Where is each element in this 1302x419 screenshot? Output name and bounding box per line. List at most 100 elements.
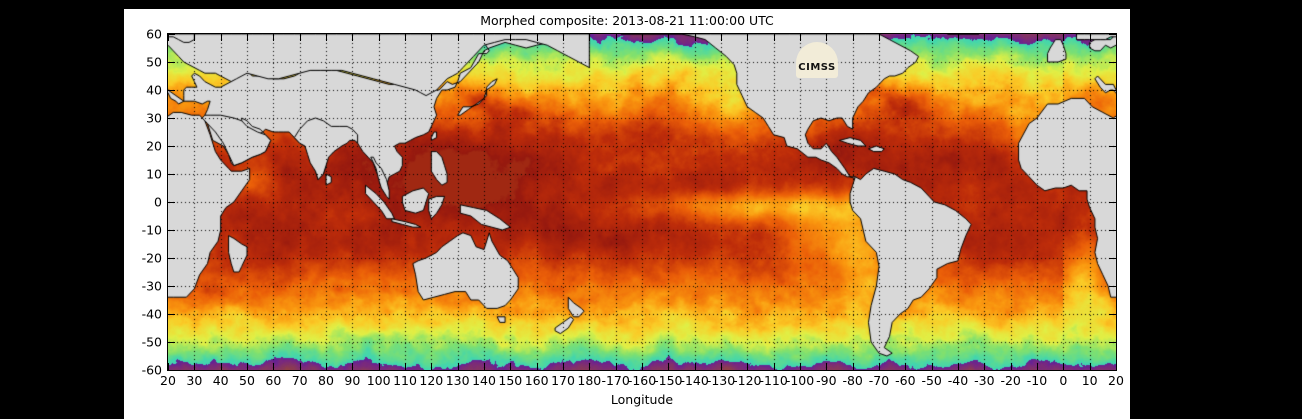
x-tick	[1089, 363, 1091, 370]
y-tick-right	[1109, 34, 1116, 35]
x-tick-label: 130	[445, 373, 470, 388]
x-tick-label: -40	[947, 373, 969, 388]
x-tick	[958, 363, 959, 370]
x-tick-label: 100	[366, 373, 391, 388]
x-tick	[352, 363, 354, 370]
y-tick	[168, 314, 175, 315]
x-tick-top	[484, 34, 485, 41]
x-tick	[642, 363, 643, 370]
x-tick	[536, 363, 538, 370]
x-tick-top	[826, 34, 828, 41]
y-tick-label: 0	[154, 194, 162, 210]
y-tick	[168, 90, 175, 91]
x-tick-top	[352, 34, 354, 41]
y-tick-label: -30	[141, 278, 162, 294]
y-tick-label: -10	[141, 222, 162, 238]
x-tick-top	[958, 34, 959, 41]
x-tick-label: -140	[680, 373, 709, 388]
x-tick-top	[721, 34, 722, 41]
y-tick-right	[1109, 258, 1116, 259]
y-tick	[168, 258, 175, 259]
x-tick	[615, 363, 617, 370]
x-tick-top	[905, 34, 907, 41]
x-tick-label: -50	[921, 373, 942, 388]
x-tick	[273, 363, 275, 370]
x-tick-top	[220, 34, 222, 41]
y-tick	[168, 62, 175, 63]
x-tick-label: -30	[974, 373, 995, 388]
y-tick-label: 10	[146, 166, 162, 182]
x-tick-label: 30	[186, 373, 203, 388]
x-tick-top	[589, 34, 591, 41]
x-tick-top	[1063, 34, 1065, 41]
x-tick	[510, 363, 512, 370]
y-tick	[168, 202, 175, 203]
x-tick	[457, 363, 459, 370]
x-tick-label: 80	[318, 373, 334, 388]
x-tick-label: 20	[160, 373, 176, 388]
y-tick	[168, 34, 175, 35]
x-tick	[194, 363, 196, 370]
y-tick-right	[1109, 202, 1116, 203]
x-tick-top	[642, 34, 643, 41]
x-tick-top	[299, 34, 301, 41]
y-tick-right	[1109, 62, 1116, 63]
x-tick-top	[931, 34, 933, 41]
y-tick-right	[1109, 230, 1116, 231]
x-tick-label: 20	[1108, 373, 1124, 388]
x-tick-top	[984, 34, 986, 41]
x-tick-top	[431, 34, 433, 41]
x-tick	[826, 363, 828, 370]
x-tick-label: 110	[393, 373, 417, 388]
x-tick-label: 140	[472, 373, 496, 388]
x-tick-top	[326, 34, 327, 41]
x-tick-top	[378, 34, 380, 41]
x-tick	[668, 363, 670, 370]
x-tick	[800, 363, 801, 370]
x-tick	[852, 363, 854, 370]
x-tick-top	[194, 34, 196, 41]
x-tick-label: -150	[654, 373, 683, 388]
x-tick	[168, 363, 169, 370]
x-tick-top	[1089, 34, 1091, 41]
x-tick-top	[747, 34, 749, 41]
x-tick-top	[247, 34, 248, 41]
x-tick-label: -90	[816, 373, 837, 388]
y-tick	[168, 342, 175, 343]
map-axes	[167, 33, 1117, 371]
y-tick-label: 40	[146, 82, 162, 98]
x-tick	[378, 363, 380, 370]
x-tick-label: 10	[1081, 373, 1098, 388]
x-tick-label: 170	[551, 373, 575, 388]
y-tick-right	[1109, 90, 1116, 91]
x-tick-top	[1116, 34, 1117, 41]
x-tick	[905, 363, 907, 370]
y-tick	[168, 286, 175, 287]
x-tick-top	[457, 34, 459, 41]
figure-canvas: Morphed composite: 2013-08-21 11:00:00 U…	[112, 9, 1130, 419]
y-tick	[168, 230, 175, 231]
y-tick-right	[1109, 146, 1116, 147]
y-tick-right	[1109, 342, 1116, 343]
x-tick-label: 40	[212, 373, 229, 388]
x-tick-top	[563, 34, 564, 41]
x-tick-top	[668, 34, 670, 41]
x-tick-label: -60	[895, 373, 916, 388]
sst-heatmap	[168, 34, 1116, 370]
y-tick-label: -60	[141, 362, 162, 378]
x-tick-label: -160	[627, 373, 657, 388]
x-tick	[1010, 363, 1012, 370]
chart-title: Morphed composite: 2013-08-21 11:00:00 U…	[480, 13, 774, 28]
x-tick	[484, 363, 485, 370]
x-tick	[879, 363, 880, 370]
y-axis-title: Latitude	[112, 176, 127, 228]
x-tick	[1116, 363, 1117, 370]
x-tick-label: -20	[1000, 373, 1021, 388]
x-tick-label: -10	[1026, 373, 1048, 388]
y-tick-label: 60	[146, 26, 162, 42]
x-tick-label: -100	[785, 373, 815, 388]
y-tick-right	[1109, 370, 1116, 371]
y-tick-label: -20	[141, 250, 162, 266]
x-tick-top	[694, 34, 696, 41]
x-tick-top	[405, 34, 406, 41]
